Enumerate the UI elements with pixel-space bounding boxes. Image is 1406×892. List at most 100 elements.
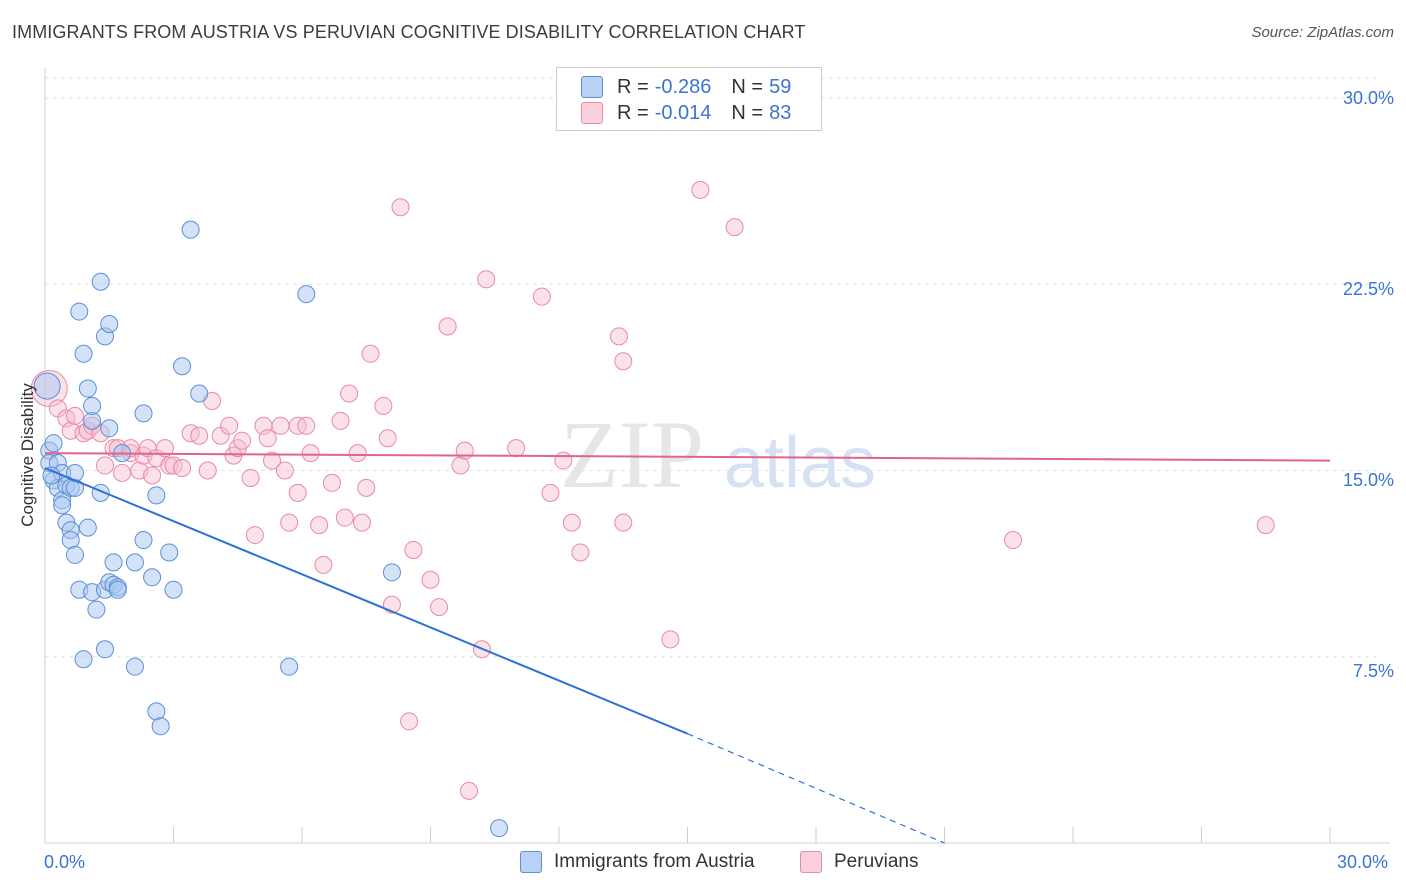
- gridlines: [45, 77, 1380, 658]
- peruvians-point: [322, 473, 341, 492]
- peruvians-point: [374, 396, 393, 415]
- legend-label-austria: Immigrants from Austria: [554, 851, 755, 872]
- source-label: Source: ZipAtlas.com: [1251, 24, 1394, 41]
- legend-swatch-pink: [581, 102, 603, 124]
- peruvians-trend-line: [44, 452, 1331, 462]
- austria-point: [53, 496, 72, 515]
- peruvians-point: [143, 466, 162, 485]
- peruvians-point: [65, 406, 84, 425]
- peruvians-point: [241, 468, 260, 487]
- peruvians-point: [280, 513, 299, 532]
- peruvians-point: [198, 461, 217, 480]
- peruvians-point: [477, 270, 496, 289]
- axes: [44, 68, 1390, 844]
- austria-point: [70, 302, 89, 321]
- peruvians-point: [691, 180, 710, 199]
- peruvians-point: [554, 451, 573, 470]
- peruvians-point: [301, 444, 320, 463]
- austria-point: [83, 396, 102, 415]
- y-axis-label: Cognitive Disability: [18, 383, 37, 527]
- austria-point: [104, 553, 123, 572]
- peruvians-point: [271, 416, 290, 435]
- peruvians-point: [314, 555, 333, 574]
- peruvians-point: [451, 456, 470, 475]
- peruvians-point: [352, 513, 371, 532]
- peruvians-point: [95, 456, 114, 475]
- peruvians-point: [113, 463, 132, 482]
- austria-point: [100, 419, 119, 438]
- y-tick-label: 30.0%: [1342, 88, 1394, 108]
- peruvians-point: [288, 483, 307, 502]
- peruvians-point: [661, 630, 680, 649]
- peruvians-point: [258, 429, 277, 448]
- austria-point: [490, 819, 509, 838]
- austria-point: [78, 379, 97, 398]
- y-tick-label: 7.5%: [1352, 661, 1394, 681]
- trend-lines: [44, 452, 1331, 844]
- austria-point: [164, 580, 183, 599]
- peruvians-point: [361, 344, 380, 363]
- austria-point: [125, 657, 144, 676]
- austria-trend-line: [44, 467, 688, 735]
- peruvians-point: [614, 513, 633, 532]
- austria-point: [33, 372, 61, 400]
- austria-point: [280, 657, 299, 676]
- peruvians-point: [571, 543, 590, 562]
- peruvians-point: [335, 508, 354, 527]
- peruvians-point: [1256, 516, 1275, 535]
- peruvians-point: [190, 426, 209, 445]
- austria-point: [42, 466, 61, 485]
- austria-point: [297, 285, 316, 304]
- peruvians-point: [421, 570, 440, 589]
- austria-point: [190, 384, 209, 403]
- austria-point: [74, 344, 93, 363]
- austria-point: [95, 640, 114, 659]
- peruvians-point: [297, 416, 316, 435]
- peruvians-point: [609, 327, 628, 346]
- austria-point: [74, 650, 93, 669]
- correlation-legend: R = -0.286 N = 59 R = -0.014 N = 83: [556, 67, 822, 131]
- austria-trend-extension: [687, 733, 945, 844]
- peruvians-point: [378, 429, 397, 448]
- austria-point: [134, 531, 153, 550]
- peruvians-point: [532, 287, 551, 306]
- austria-point: [160, 543, 179, 562]
- y-tick-label: 22.5%: [1342, 279, 1394, 299]
- legend-swatch-pink: [800, 851, 822, 873]
- peruvians-point: [391, 198, 410, 217]
- peruvians-point: [541, 483, 560, 502]
- legend-item-peruvians: Peruvians: [800, 851, 919, 873]
- legend-r-label: R =: [617, 101, 649, 124]
- austria-point: [44, 434, 63, 453]
- legend-n-value: 59: [769, 75, 792, 98]
- austria-point: [147, 486, 166, 505]
- peruvians-point: [1004, 531, 1023, 550]
- peruvians-point: [460, 781, 479, 800]
- austria-point: [382, 563, 401, 582]
- peruvians-point: [263, 451, 282, 470]
- austria-point: [100, 314, 119, 333]
- peruvians-point: [233, 431, 252, 450]
- peruvians-point: [400, 712, 419, 731]
- peruvians-point: [340, 384, 359, 403]
- legend-swatch-blue: [581, 76, 603, 98]
- austria-point: [125, 553, 144, 572]
- series-peruvians-points: [30, 180, 1275, 800]
- austria-point: [108, 580, 127, 599]
- peruvians-point: [430, 598, 449, 617]
- peruvians-point: [438, 317, 457, 336]
- series-legend: Immigrants from Austria Peruvians: [0, 851, 1406, 879]
- series-austria-points: [33, 220, 509, 838]
- legend-row-austria: R = -0.286 N = 59: [581, 75, 791, 99]
- legend-r-label: R =: [617, 75, 649, 98]
- legend-row-peruvians: R = -0.014 N = 83: [581, 101, 791, 125]
- austria-point: [173, 357, 192, 376]
- peruvians-point: [562, 513, 581, 532]
- legend-n-value: 83: [769, 101, 792, 124]
- peruvians-point: [507, 439, 526, 458]
- austria-point: [78, 518, 97, 537]
- legend-item-austria: Immigrants from Austria: [520, 851, 755, 873]
- peruvians-point: [310, 516, 329, 535]
- peruvians-point: [155, 439, 174, 458]
